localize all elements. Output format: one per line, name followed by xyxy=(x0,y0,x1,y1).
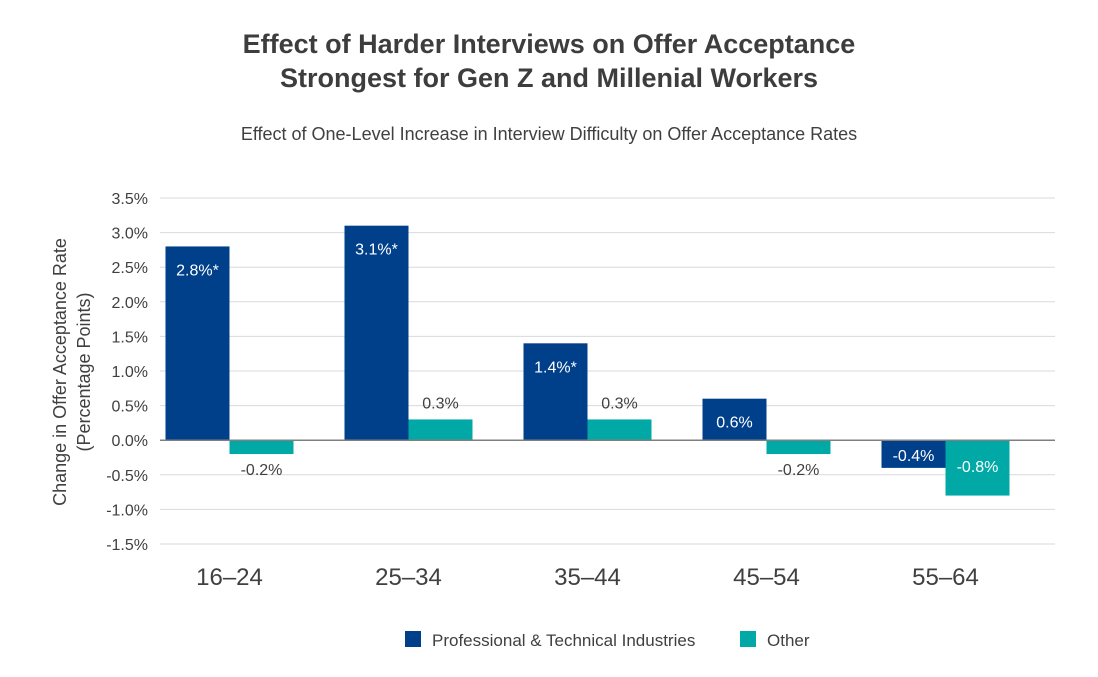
y-tick-label: -1.0% xyxy=(106,502,148,519)
chart-title-line-1: Effect of Harder Interviews on Offer Acc… xyxy=(242,29,856,59)
y-tick-label: 2.5% xyxy=(112,260,148,277)
bar-professional-45–54 xyxy=(702,398,767,441)
y-axis-title: Change in Offer Acceptance Rate (Percenta… xyxy=(50,238,94,506)
y-axis-title-line-2: (Percentage Points) xyxy=(74,292,94,451)
bar-professional-55–64 xyxy=(881,440,946,468)
data-label-other: -0.2% xyxy=(241,462,283,479)
legend-other-swatch xyxy=(740,631,756,647)
bar-other-55–64 xyxy=(945,440,1010,496)
y-tick-label: 0.5% xyxy=(112,399,148,416)
y-tick-label: 1.5% xyxy=(112,329,148,346)
x-tick-label: 35–44 xyxy=(554,564,621,591)
chart-title-line-2: Strongest for Gen Z and Millenial Worker… xyxy=(279,63,819,93)
data-label-other: 0.3% xyxy=(422,395,458,412)
data-label-other: -0.8% xyxy=(957,459,999,476)
data-label-professional: 3.1%* xyxy=(355,242,398,259)
x-tick-label: 45–54 xyxy=(733,564,800,591)
y-tick-label: 0.0% xyxy=(112,433,148,450)
x-tick-label: 25–34 xyxy=(375,564,442,591)
y-tick-label: -1.5% xyxy=(106,537,148,554)
legend: Professional & Technical Industries Other xyxy=(405,631,810,650)
y-tick-label: 3.0% xyxy=(112,226,148,243)
axes: 3.5% 3.0% 2.5% 2.0% 1.5% 1.0% 0.5% 0.0% -0.5% -1.… xyxy=(50,191,1055,591)
y-tick-label: 3.5% xyxy=(112,191,148,208)
x-tick-label: 55–64 xyxy=(912,564,979,591)
bar-other-35–44 xyxy=(587,419,652,441)
data-label-other: -0.2% xyxy=(778,462,820,479)
bar-professional-16–24 xyxy=(165,246,230,441)
y-tick-label: 2.0% xyxy=(112,295,148,312)
x-tick-label: 16–24 xyxy=(196,564,263,591)
bar-professional-35–44 xyxy=(523,343,588,441)
bars xyxy=(165,225,1010,496)
data-label-professional: 2.8%* xyxy=(176,262,219,279)
bar-professional-25–34 xyxy=(344,225,409,441)
data-label-professional: -0.4% xyxy=(893,448,935,465)
y-tick-label: 1.0% xyxy=(112,364,148,381)
data-labels: 2.8%* -0.2% 3.1%* 0.3% 1.4%* 0.3% 0.6% -0.2% -0.… xyxy=(176,242,998,479)
grid-lines xyxy=(160,197,1055,545)
bar-other-16–24 xyxy=(229,440,294,455)
data-label-other: 0.3% xyxy=(601,395,637,412)
y-tick-label: -0.5% xyxy=(106,468,148,485)
legend-professional-swatch xyxy=(405,631,421,647)
bar-other-25–34 xyxy=(408,419,473,441)
data-label-professional: 0.6% xyxy=(716,415,752,432)
legend-other-label: Other xyxy=(767,631,810,650)
chart-subtitle: Effect of One-Level Increase in Intervie… xyxy=(240,124,858,144)
bar-other-45–54 xyxy=(766,440,831,455)
data-label-professional: 1.4%* xyxy=(534,359,577,376)
y-axis-title-line-1: Change in Offer Acceptance Rate xyxy=(50,238,70,506)
legend-professional-label: Professional & Technical Industries xyxy=(432,631,695,650)
